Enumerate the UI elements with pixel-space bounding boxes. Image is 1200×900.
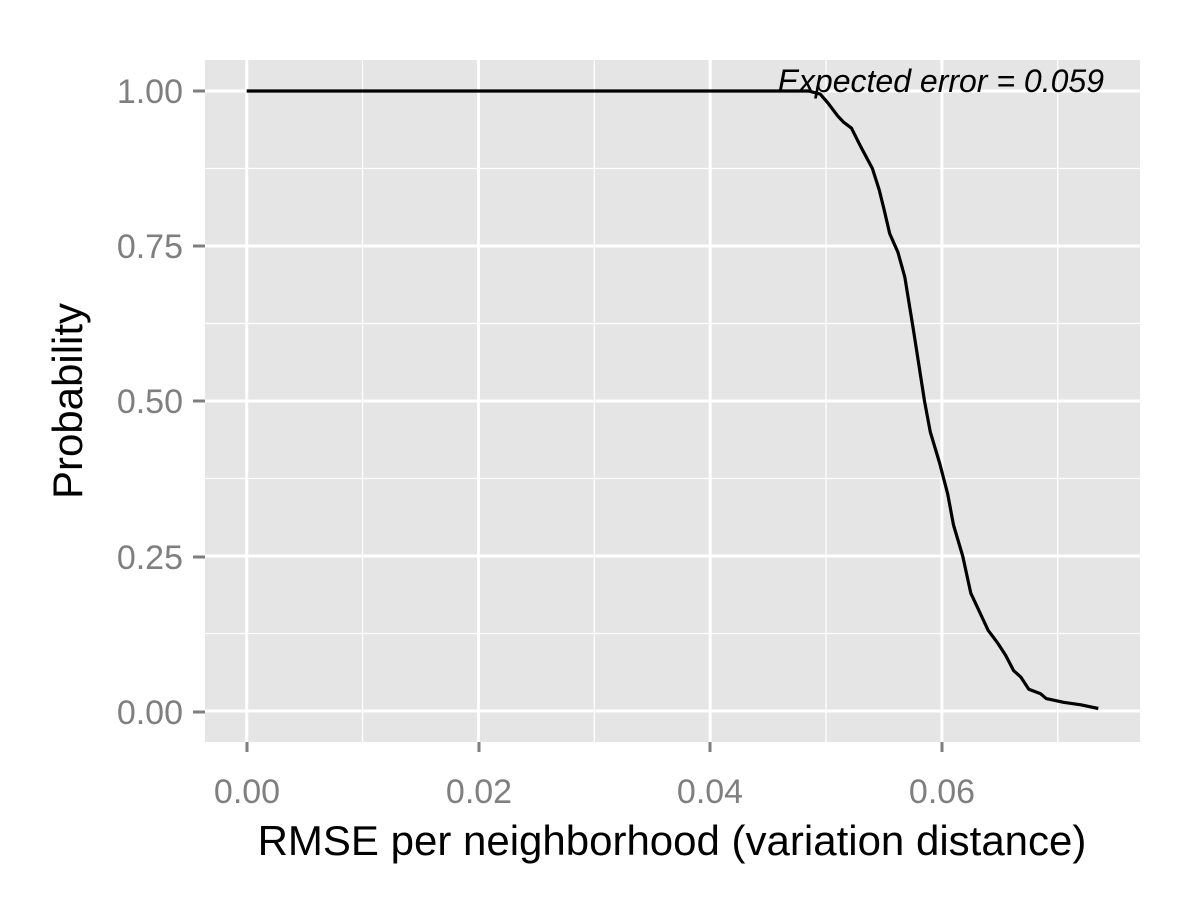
x-axis: 0.00 0.02 0.04 0.06 (214, 742, 975, 811)
y-axis: 0.00 0.25 0.50 0.75 1.00 (117, 73, 205, 732)
y-tick-label: 0.25 (117, 539, 183, 577)
series-layer (246, 89, 1099, 711)
expected-error-annotation: Expected error = 0.059 (778, 63, 1105, 99)
y-axis-title: Probability (44, 303, 91, 499)
y-tick-label: 1.00 (117, 73, 183, 111)
x-tick-label: 0.04 (677, 773, 743, 811)
x-tick-label: 0.00 (214, 773, 280, 811)
x-tick-label: 0.06 (909, 773, 975, 811)
major-gridlines (205, 60, 1140, 742)
x-tick-label: 0.02 (446, 773, 512, 811)
y-tick-label: 0.50 (117, 383, 183, 421)
y-tick-label: 0.75 (117, 228, 183, 266)
probability-series-line (246, 89, 1099, 711)
x-axis-title: RMSE per neighborhood (variation distanc… (258, 817, 1087, 864)
y-tick-label: 0.00 (117, 694, 183, 732)
